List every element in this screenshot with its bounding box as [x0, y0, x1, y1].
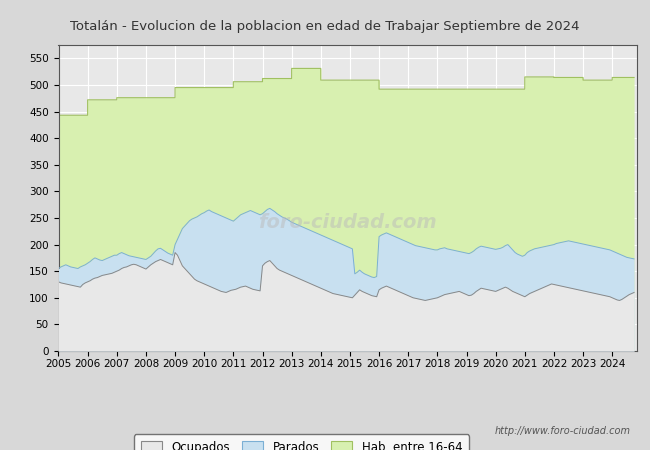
Text: Totalán - Evolucion de la poblacion en edad de Trabajar Septiembre de 2024: Totalán - Evolucion de la poblacion en e… [70, 20, 580, 33]
Text: http://www.foro-ciudad.com: http://www.foro-ciudad.com [495, 427, 630, 436]
Legend: Ocupados, Parados, Hab. entre 16-64: Ocupados, Parados, Hab. entre 16-64 [133, 434, 469, 450]
Text: foro-ciudad.com: foro-ciudad.com [259, 213, 437, 232]
